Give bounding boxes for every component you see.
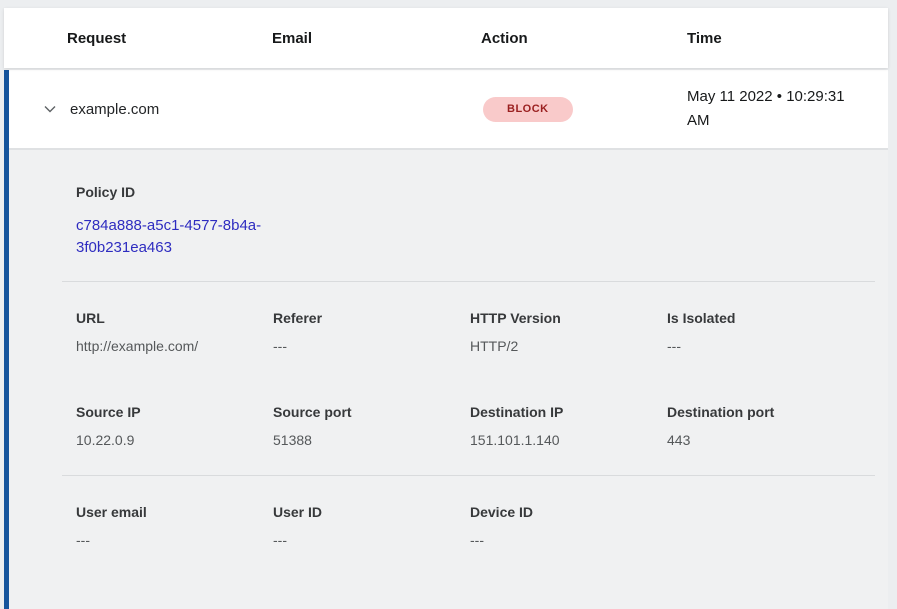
- column-header-action: Action: [481, 29, 528, 47]
- field-value: ---: [273, 337, 287, 354]
- field-value: HTTP/2: [470, 337, 519, 354]
- policy-id-section: Policy ID c784a888-a5c1-4577-8b4a-3f0b23…: [76, 184, 875, 259]
- section-divider: [62, 474, 875, 476]
- field-user-email: User email ---: [76, 504, 273, 549]
- column-header-time: Time: [687, 29, 722, 47]
- field-destination-ip: Destination IP 151.101.1.140: [470, 404, 667, 449]
- field-label: Referer: [273, 309, 323, 326]
- chevron-down-icon[interactable]: [42, 101, 58, 117]
- field-url: URL http://example.com/: [76, 310, 273, 355]
- detail-fields-row: URL http://example.com/ Referer --- HTTP…: [76, 310, 875, 355]
- field-value: ---: [273, 531, 287, 548]
- field-value: 10.22.0.9: [76, 432, 135, 449]
- expanded-log-entry: example.com BLOCK May 11 2022 • 10:29:31…: [4, 70, 888, 609]
- field-value: http://example.com/: [76, 337, 199, 354]
- policy-id-link[interactable]: c784a888-a5c1-4577-8b4a-3f0b231ea463: [76, 216, 262, 256]
- table-header: Request Email Action Time: [4, 8, 888, 68]
- field-empty: [667, 504, 864, 549]
- detail-fields-row: Source IP 10.22.0.9 Source port 51388 De…: [76, 404, 875, 449]
- field-device-id: Device ID ---: [470, 504, 667, 549]
- field-label: Device ID: [470, 503, 534, 520]
- field-http-version: HTTP Version HTTP/2: [470, 310, 667, 355]
- request-details-panel: Policy ID c784a888-a5c1-4577-8b4a-3f0b23…: [9, 150, 888, 609]
- field-value: ---: [470, 531, 484, 548]
- field-source-ip: Source IP 10.22.0.9: [76, 404, 273, 449]
- field-label: Destination IP: [470, 404, 564, 421]
- field-label: HTTP Version: [470, 309, 561, 326]
- request-timestamp: May 11 2022 • 10:29:31 AM: [687, 88, 845, 129]
- field-label: User email: [76, 503, 147, 520]
- field-value: 51388: [273, 432, 312, 449]
- detail-fields-row: User email --- User ID --- Device ID ---: [76, 504, 875, 549]
- field-source-port: Source port 51388: [273, 404, 470, 449]
- field-destination-port: Destination port 443: [667, 404, 864, 449]
- field-value: ---: [76, 531, 90, 548]
- field-label: URL: [76, 309, 105, 326]
- column-header-email: Email: [272, 29, 313, 47]
- field-label: Is Isolated: [667, 309, 736, 326]
- section-divider: [62, 280, 875, 282]
- field-value: 443: [667, 432, 691, 449]
- field-label: Destination port: [667, 404, 775, 421]
- field-referer: Referer ---: [273, 310, 470, 355]
- field-label: User ID: [273, 503, 323, 520]
- field-user-id: User ID ---: [273, 504, 470, 549]
- field-is-isolated: Is Isolated ---: [667, 310, 864, 355]
- policy-id-label: Policy ID: [76, 184, 136, 200]
- field-label: Source port: [273, 404, 352, 421]
- field-value: 151.101.1.140: [470, 432, 560, 449]
- column-header-request: Request: [67, 29, 127, 47]
- field-label: Source IP: [76, 404, 141, 421]
- table-row[interactable]: example.com BLOCK May 11 2022 • 10:29:31…: [9, 70, 888, 150]
- block-status-badge: BLOCK: [483, 96, 573, 122]
- action-cell: BLOCK: [481, 96, 687, 122]
- field-value: ---: [667, 337, 681, 354]
- request-domain: example.com: [70, 100, 160, 118]
